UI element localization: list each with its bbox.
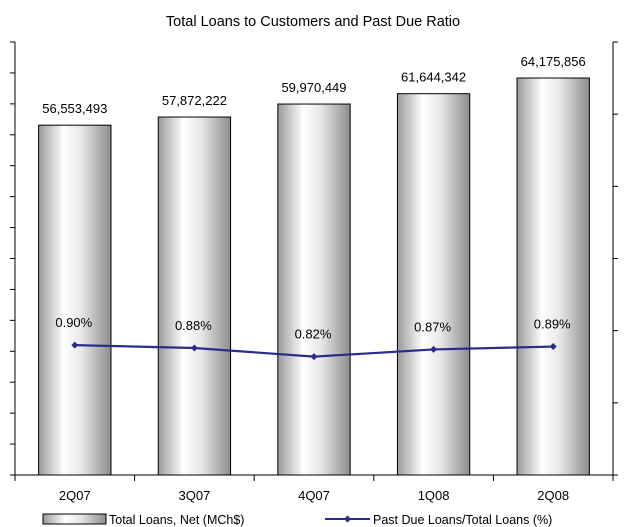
line-value-label: 0.90% [55,315,92,330]
category-label: 3Q07 [178,488,210,503]
line-value-label: 0.87% [414,319,451,334]
right-axis [612,41,618,476]
bar-series [38,77,590,476]
bar [396,93,471,476]
category-label: 2Q07 [59,488,91,503]
category-label: 4Q07 [298,488,330,503]
line-value-label: 0.89% [534,317,571,332]
category-labels: 2Q07 3Q07 4Q07 1Q08 2Q08 [59,488,569,503]
category-label: 1Q08 [418,488,450,503]
line-marker [71,341,79,349]
line-series [71,341,557,361]
line-marker [430,345,438,353]
bar [38,124,112,476]
category-label: 2Q08 [537,488,569,503]
line-value-label: 0.82% [295,327,332,342]
bar-value-label: 56,553,493 [42,101,107,116]
bar [277,103,351,476]
bar-data-labels: 56,553,493 57,872,222 59,970,449 61,644,342… [42,54,585,116]
legend-bar-label: Total Loans, Net (MCh$) [109,513,244,527]
line-marker [310,353,318,361]
legend-bar-swatch [42,513,107,525]
bar-value-label: 57,872,222 [162,93,227,108]
bar [516,77,590,476]
line-value-label: 0.88% [175,318,212,333]
legend: Total Loans, Net (MCh$) Past Due Loans/T… [42,513,552,527]
legend-line-marker [344,515,351,523]
bar-value-label: 64,175,856 [521,54,586,69]
x-axis [14,474,614,481]
line-marker [549,343,557,351]
line-data-labels: 0.90% 0.88% 0.82% 0.87% 0.89% [55,315,571,342]
left-axis [10,41,16,476]
bar-value-label: 59,970,449 [281,80,346,95]
bar-value-label: 61,644,342 [401,70,466,85]
chart-title: Total Loans to Customers and Past Due Ra… [166,14,460,30]
legend-line-label: Past Due Loans/Total Loans (%) [373,513,552,527]
line-marker [190,344,198,352]
bar [157,116,232,476]
